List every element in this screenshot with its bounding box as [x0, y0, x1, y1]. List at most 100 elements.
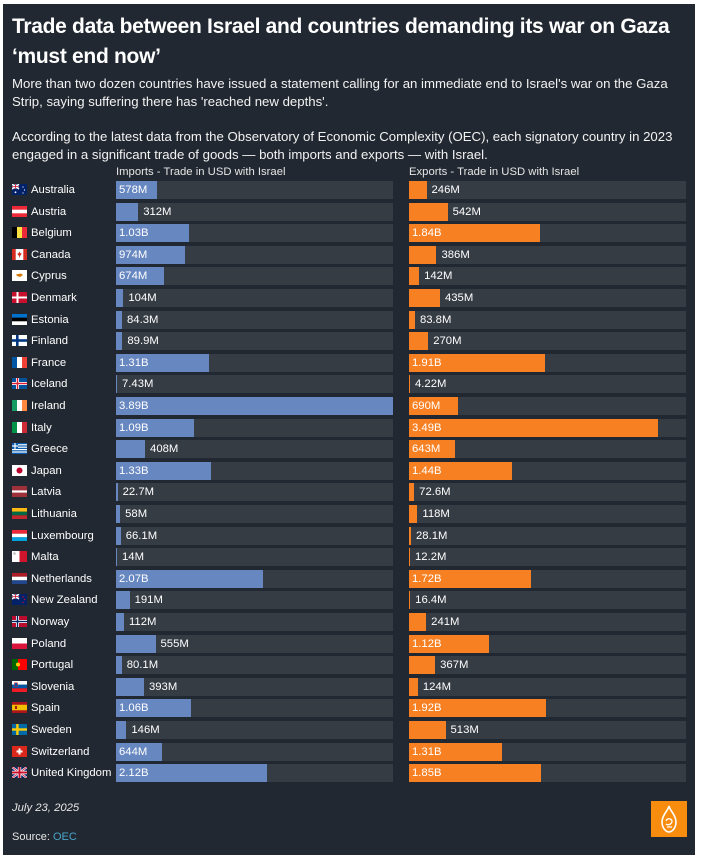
- exports-bar[interactable]: [409, 548, 410, 567]
- exports-value-label: 3.49B: [412, 421, 442, 434]
- exports-bar[interactable]: [409, 699, 546, 718]
- exports-bar-track: 1.91B: [409, 353, 686, 372]
- source-link[interactable]: OEC: [52, 831, 77, 843]
- exports-bar[interactable]: [409, 181, 427, 199]
- exports-value-label: 435M: [444, 292, 474, 304]
- exports-bar[interactable]: [409, 440, 455, 459]
- exports-value-label: 513M: [450, 724, 479, 736]
- exports-bar[interactable]: [409, 677, 418, 696]
- exports-bar[interactable]: [409, 483, 415, 502]
- exports-bar-track: 1.92B: [409, 699, 686, 718]
- exports-bar[interactable]: [409, 332, 429, 351]
- exports-bar-track: 1.72B: [409, 569, 686, 588]
- exports-bar[interactable]: [409, 591, 411, 610]
- imports-bar[interactable]: [116, 202, 139, 221]
- exports-bar[interactable]: [409, 742, 503, 761]
- imports-bar[interactable]: [116, 181, 158, 199]
- exports-value-label: 72.6M: [419, 486, 451, 499]
- imports-bar[interactable]: [116, 289, 124, 307]
- exports-bar[interactable]: [409, 267, 420, 286]
- country-label: Norway: [31, 616, 70, 628]
- imports-bar[interactable]: [116, 656, 122, 675]
- exports-bar-track: 1.31B: [409, 742, 686, 761]
- imports-bar[interactable]: [116, 764, 267, 783]
- imports-bar[interactable]: [116, 353, 210, 372]
- exports-bar[interactable]: [409, 461, 512, 480]
- exports-bar[interactable]: [409, 310, 415, 329]
- imports-bar[interactable]: [116, 440, 146, 459]
- exports-value-label: 1.84B: [412, 227, 442, 240]
- flag-austria-icon: [12, 205, 27, 217]
- imports-bar[interactable]: [116, 591, 130, 610]
- imports-bar-track: 1.06B: [116, 699, 393, 718]
- flag-sweden-icon: [12, 724, 27, 735]
- exports-bar[interactable]: [409, 526, 411, 545]
- exports-bar[interactable]: [409, 418, 658, 437]
- imports-value-label: 191M: [134, 594, 163, 607]
- exports-bar[interactable]: [409, 569, 532, 588]
- exports-bar[interactable]: [409, 289, 440, 307]
- imports-bar[interactable]: [116, 483, 118, 502]
- imports-bar[interactable]: [116, 677, 144, 696]
- oec-paragraph: According to the latest data from the Ob…: [12, 129, 673, 162]
- flag-estonia-icon: [12, 313, 27, 325]
- imports-bar[interactable]: [116, 267, 164, 286]
- flag-norway-icon: [12, 616, 27, 627]
- exports-bar[interactable]: [409, 397, 459, 415]
- imports-bar[interactable]: [116, 721, 127, 739]
- table-row: Japan 1.33B 1.44B: [3, 461, 695, 480]
- imports-bar[interactable]: [116, 224, 190, 243]
- exports-bar-track: 16.4M: [409, 591, 686, 610]
- exports-bar-track: 246M: [409, 181, 686, 199]
- table-row: Belgium 1.03B 1.84B: [3, 224, 695, 243]
- country-label: Sweden: [31, 724, 72, 736]
- imports-bar[interactable]: [116, 526, 121, 545]
- exports-bar[interactable]: [409, 721, 446, 739]
- exports-bar[interactable]: [409, 202, 448, 221]
- imports-value-label: 578M: [119, 184, 148, 196]
- table-row: Finland 89.9M 270M: [3, 332, 695, 351]
- imports-bar[interactable]: [116, 634, 156, 653]
- imports-value-label: 14M: [122, 551, 144, 564]
- imports-bar[interactable]: [116, 310, 122, 329]
- exports-value-label: 118M: [422, 508, 450, 520]
- imports-bar[interactable]: [116, 569, 264, 588]
- imports-bar[interactable]: [116, 397, 393, 415]
- exports-bar[interactable]: [409, 656, 436, 675]
- exports-bar[interactable]: [409, 224, 541, 243]
- exports-value-label: 241M: [431, 616, 460, 628]
- exports-bar[interactable]: [409, 613, 427, 631]
- flag-netherlands-icon: [12, 572, 27, 584]
- table-row: Spain 1.06B 1.92B: [3, 699, 695, 718]
- exports-bar-track: 1.85B: [409, 764, 686, 783]
- country-label: Luxembourg: [31, 529, 94, 542]
- imports-value-label: 644M: [119, 745, 148, 758]
- imports-bar[interactable]: [116, 418, 194, 437]
- flag-slovenia-icon: [12, 680, 27, 692]
- imports-bar[interactable]: [116, 332, 123, 351]
- imports-bar-track: 674M: [116, 267, 393, 286]
- imports-bar[interactable]: [116, 742, 162, 761]
- exports-bar[interactable]: [409, 353, 545, 372]
- imports-bar[interactable]: [116, 699, 192, 718]
- exports-bar[interactable]: [409, 245, 437, 264]
- exports-bar[interactable]: [409, 375, 410, 394]
- imports-bar[interactable]: [116, 245, 186, 264]
- imports-bar[interactable]: [116, 613, 124, 631]
- exports-bar[interactable]: [409, 764, 541, 783]
- imports-bar[interactable]: [116, 505, 121, 523]
- imports-bar[interactable]: [116, 548, 117, 567]
- exports-bar[interactable]: [409, 505, 418, 523]
- imports-bar-track: 2.12B: [116, 764, 393, 783]
- flag-italy-icon: [12, 421, 27, 433]
- table-row: Greece 408M 643M: [3, 440, 695, 459]
- imports-column-header: Imports - Trade in USD with Israel: [116, 166, 286, 178]
- source-line: Source: OEC: [12, 831, 77, 843]
- table-row: Australia 578M 246M: [3, 181, 695, 199]
- imports-bar[interactable]: [116, 461, 211, 480]
- exports-bar[interactable]: [409, 634, 489, 653]
- country-label: Canada: [31, 248, 71, 261]
- imports-bar-track: 1.03B: [116, 224, 393, 243]
- country-label: France: [31, 356, 67, 369]
- imports-bar[interactable]: [116, 375, 117, 394]
